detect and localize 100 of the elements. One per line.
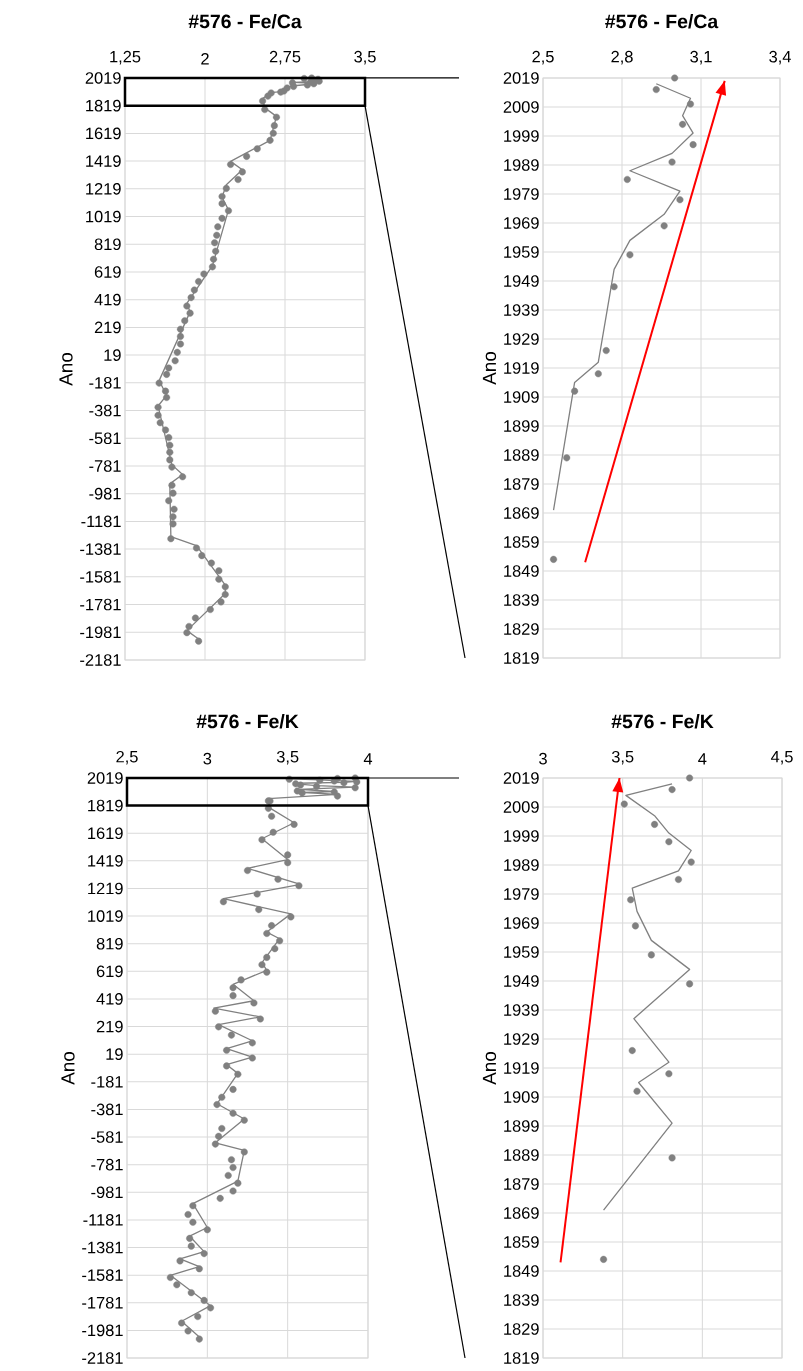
y-axis-title: Ano	[482, 1051, 497, 1085]
point	[668, 786, 676, 794]
point	[689, 141, 697, 149]
x-tick-label: 1,25	[110, 50, 141, 65]
x-tick-label: 4	[363, 753, 373, 765]
y-tick-label: 1859	[504, 536, 539, 548]
y-tick-label: 1839	[504, 1294, 539, 1306]
point	[671, 74, 679, 82]
x-tick-label: 3,5	[354, 50, 376, 65]
point	[665, 1070, 673, 1078]
y-tick-label: 1999	[504, 830, 539, 842]
y-tick-label: 2009	[503, 801, 539, 813]
y-tick-label: 1889	[504, 1149, 539, 1161]
x-tick-label: 3	[203, 752, 212, 765]
y-tick-label: 1879	[504, 478, 539, 490]
point	[674, 875, 682, 883]
point	[602, 347, 610, 355]
point	[660, 222, 668, 230]
y-tick-label: 619	[96, 965, 123, 978]
y-tick-label: 1839	[504, 594, 539, 606]
y-tick-label: -781	[91, 1158, 123, 1171]
x-tick-label: 2,5	[116, 750, 138, 765]
y-tick-label: 2019	[87, 772, 123, 784]
y-tick-label: 1899	[504, 1120, 539, 1132]
y-tick-label: 1949	[504, 975, 539, 987]
point	[686, 774, 694, 782]
point	[631, 922, 639, 930]
point	[651, 820, 659, 828]
y-tick-label: 219	[94, 321, 121, 334]
point	[679, 120, 687, 128]
y-tick-label: 1859	[504, 1236, 539, 1248]
y-tick-label: -981	[91, 1186, 123, 1199]
y-tick-label: 1019	[88, 910, 123, 922]
y-tick-label: 419	[96, 993, 123, 1005]
y-tick-label: 2019	[503, 772, 539, 784]
y-tick-label: 619	[94, 266, 121, 278]
x-tick-label: 3,4	[769, 50, 791, 65]
y-tick-label: -2181	[80, 654, 121, 666]
point	[668, 158, 676, 166]
point	[620, 800, 628, 808]
y-tick-label: 419	[94, 293, 121, 306]
y-tick-label: 1929	[504, 333, 539, 345]
y-tick-label: 1939	[504, 304, 539, 316]
y-tick-label: 2019	[503, 72, 539, 84]
y-tick-label: 1989	[504, 859, 539, 871]
point	[686, 100, 694, 108]
point	[610, 283, 618, 291]
point	[668, 1154, 676, 1162]
y-tick-label: 1919	[504, 362, 539, 374]
chart-title: #576 - Fe/Ca	[605, 14, 719, 29]
x-tick-label: 3,1	[690, 50, 712, 65]
y-tick-label: -381	[91, 1103, 123, 1116]
y-tick-label: 1879	[504, 1178, 539, 1190]
y-tick-label: 1619	[86, 127, 121, 140]
x-tick-label: 3,5	[276, 750, 299, 765]
y-tick-label: 1019	[86, 210, 121, 223]
y-tick-label: -1381	[80, 543, 121, 555]
y-tick-label: -581	[91, 1131, 123, 1143]
line-series	[602, 783, 692, 1211]
point	[626, 251, 634, 259]
y-tick-label: -1181	[81, 515, 121, 528]
y-tick-label: 1819	[88, 799, 123, 812]
y-tick-label: -981	[89, 487, 121, 500]
y-tick-label: -2181	[82, 1352, 123, 1364]
y-tick-label: 819	[96, 937, 123, 950]
y-tick-label: 1979	[504, 188, 539, 200]
y-tick-label: -1181	[83, 1214, 123, 1226]
y-tick-label: -381	[89, 404, 121, 417]
x-tick-label: 2,8	[611, 50, 633, 65]
y-tick-label: 1899	[504, 420, 539, 432]
y-tick-label: -781	[89, 460, 121, 472]
point	[550, 555, 558, 563]
point	[563, 454, 571, 462]
y-tick-label: -1581	[80, 571, 121, 583]
point	[627, 896, 635, 904]
y-tick-label: 1869	[504, 1207, 539, 1219]
y-tick-label: 1849	[504, 565, 539, 577]
point	[623, 175, 631, 183]
y-tick-label: 1819	[504, 1352, 539, 1364]
x-tick-label: 4	[698, 753, 707, 765]
x-tick-label: 2	[201, 52, 209, 65]
y-tick-label: 219	[96, 1020, 123, 1033]
y-tick-label: 1419	[88, 855, 123, 867]
chart-title: #576 - Fe/Ca	[188, 14, 302, 29]
point	[600, 1255, 608, 1263]
y-tick-label: 1909	[504, 1091, 539, 1103]
y-tick-label: 1419	[86, 155, 121, 167]
y-tick-label: 1909	[504, 391, 539, 403]
y-axis-title: Ano	[59, 352, 73, 386]
y-tick-label: -1981	[80, 626, 121, 639]
y-tick-label: -1581	[82, 1269, 123, 1281]
y-tick-label: 819	[94, 238, 121, 251]
y-tick-label: 1969	[504, 217, 539, 229]
y-tick-label: 1219	[88, 882, 123, 895]
y-tick-label: 1939	[504, 1004, 539, 1016]
y-tick-label: 1949	[504, 275, 539, 287]
point	[647, 951, 655, 959]
y-tick-label: 19	[104, 349, 121, 361]
point	[652, 86, 660, 94]
y-tick-label: 1869	[504, 507, 539, 519]
